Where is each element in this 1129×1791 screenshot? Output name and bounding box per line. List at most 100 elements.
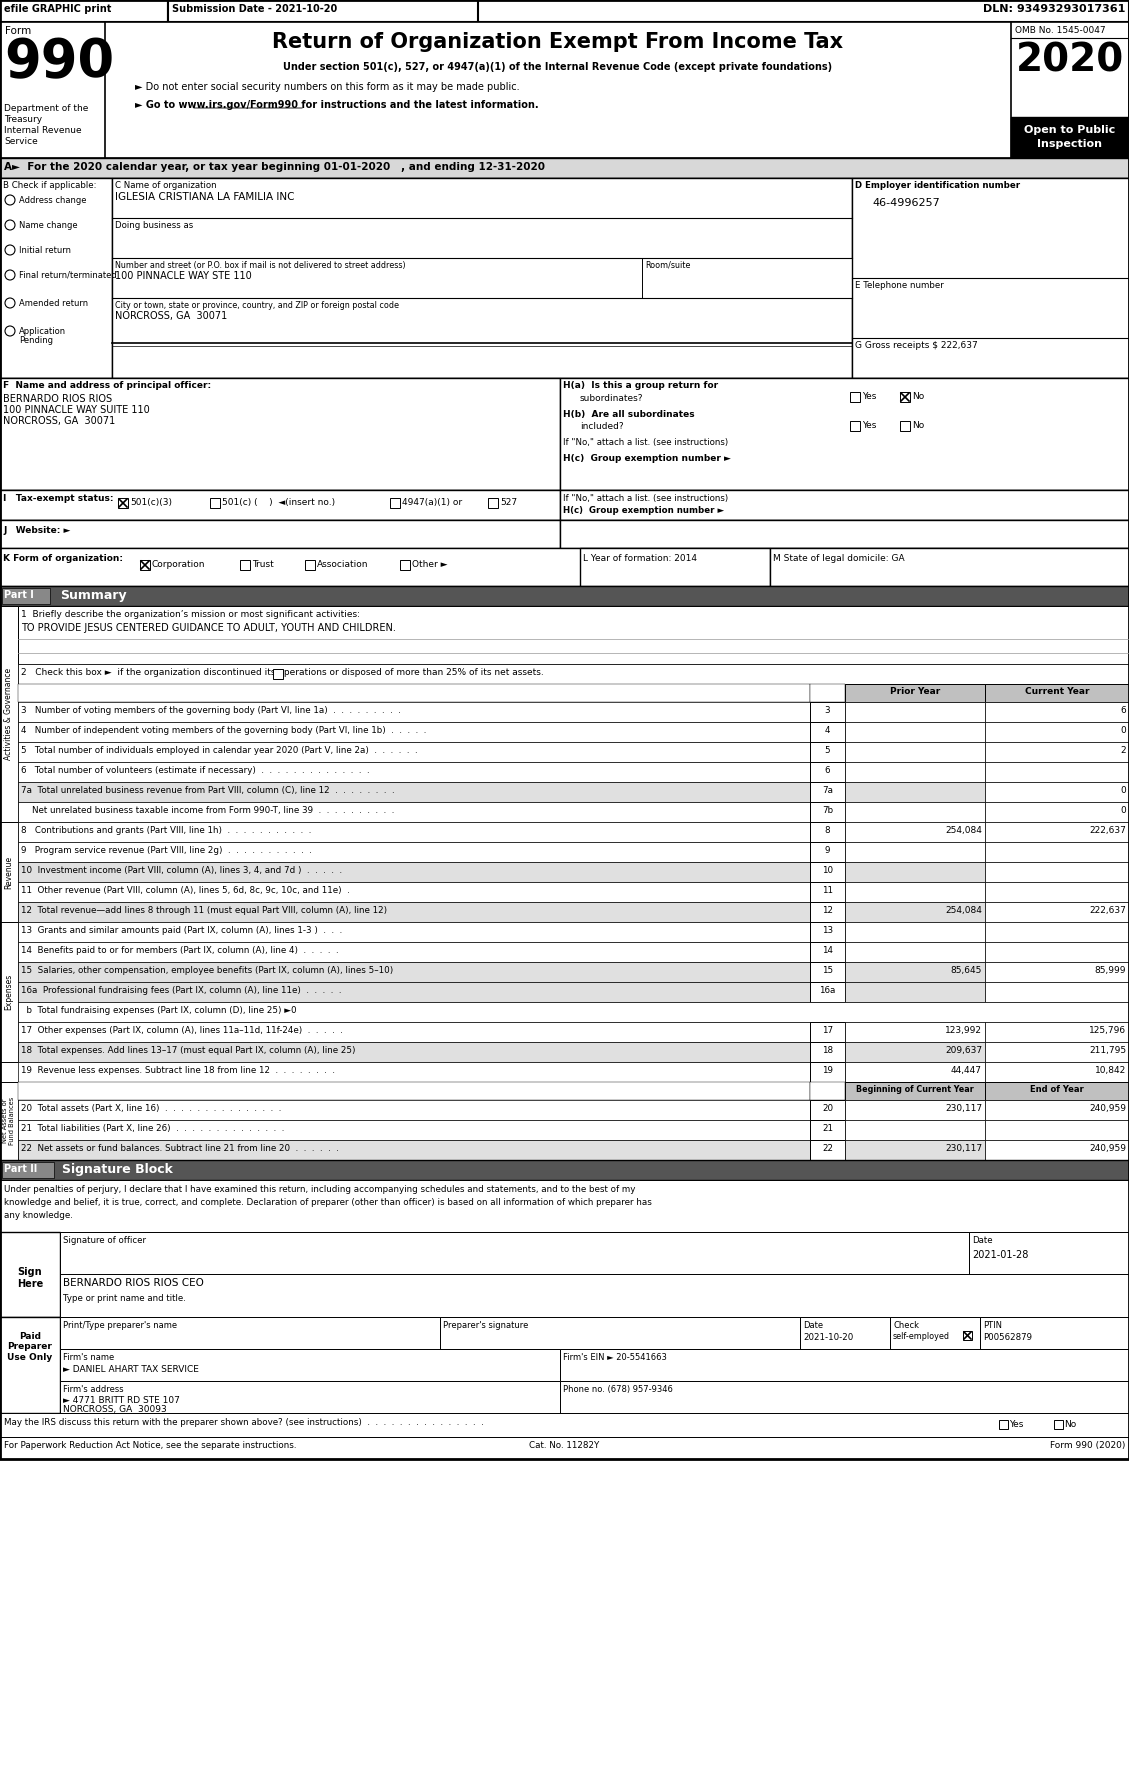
Bar (809, 881, 844, 903)
Bar (980, 1316, 1129, 1349)
Text: 7b: 7b (822, 806, 833, 815)
Bar (844, 861, 984, 881)
Bar (984, 684, 1129, 702)
Text: Date: Date (803, 1322, 823, 1331)
Text: 22  Net assets or fund balances. Subtract line 21 from line 20  .  .  .  .  .  .: 22 Net assets or fund balances. Subtract… (21, 1144, 339, 1153)
Bar (984, 1042, 1129, 1062)
Bar (140, 561, 150, 570)
Text: Submission Date - 2021-10-20: Submission Date - 2021-10-20 (172, 4, 338, 14)
Text: F  Name and address of principal officer:: F Name and address of principal officer: (3, 381, 211, 390)
Bar (18, 722, 809, 741)
Text: 18: 18 (822, 1046, 833, 1055)
Bar (642, 258, 852, 297)
Bar (984, 702, 1129, 722)
Bar (168, 0, 478, 21)
Bar (0, 177, 112, 378)
Text: Paid
Preparer
Use Only: Paid Preparer Use Only (8, 1333, 53, 1361)
Bar (984, 1062, 1129, 1082)
Bar (900, 392, 910, 401)
Text: 11  Other revenue (Part VIII, column (A), lines 5, 6d, 8c, 9c, 10c, and 11e)  .: 11 Other revenue (Part VIII, column (A),… (21, 887, 350, 896)
Text: Inspection: Inspection (1038, 140, 1103, 149)
Text: 9: 9 (825, 845, 830, 854)
Bar (0, 1232, 60, 1316)
Bar (0, 605, 18, 822)
Bar (984, 861, 1129, 881)
Text: 17  Other expenses (Part IX, column (A), lines 11a–11d, 11f-24e)  .  .  .  .  .: 17 Other expenses (Part IX, column (A), … (21, 1026, 343, 1035)
Text: Yes: Yes (863, 421, 876, 430)
Bar (2, 587, 50, 604)
Bar (844, 842, 984, 861)
Bar (844, 761, 984, 783)
Text: 8: 8 (824, 826, 830, 835)
Text: End of Year: End of Year (1030, 1085, 1084, 1094)
Text: 209,637: 209,637 (945, 1046, 982, 1055)
Bar (844, 722, 984, 741)
Text: Internal Revenue: Internal Revenue (5, 125, 81, 134)
Text: 8   Contributions and grants (Part VIII, line 1h)  .  .  .  .  .  .  .  .  .  . : 8 Contributions and grants (Part VIII, l… (21, 826, 312, 835)
Bar (809, 722, 844, 741)
Text: efile GRAPHIC print: efile GRAPHIC print (5, 4, 112, 14)
Text: Yes: Yes (863, 392, 876, 401)
Text: C Name of organization: C Name of organization (115, 181, 217, 190)
Text: For Paperwork Reduction Act Notice, see the separate instructions.: For Paperwork Reduction Act Notice, see … (5, 1442, 297, 1451)
Bar (844, 684, 984, 702)
Bar (809, 903, 844, 922)
Text: 12: 12 (822, 906, 833, 915)
Bar (18, 962, 809, 981)
Bar (560, 1349, 1129, 1381)
Bar (984, 981, 1129, 1001)
Bar (0, 378, 560, 491)
Bar (18, 881, 809, 903)
Bar (844, 702, 984, 722)
Bar (844, 1119, 984, 1141)
Text: 14  Benefits paid to or for members (Part IX, column (A), line 4)  .  .  .  .  .: 14 Benefits paid to or for members (Part… (21, 946, 339, 955)
Text: included?: included? (580, 423, 623, 432)
Text: NORCROSS, GA  30071: NORCROSS, GA 30071 (3, 416, 115, 426)
Bar (60, 1273, 1129, 1316)
Bar (0, 0, 1129, 1460)
Bar (844, 962, 984, 981)
Bar (844, 1082, 984, 1100)
Text: E Telephone number: E Telephone number (855, 281, 944, 290)
Text: Signature of officer: Signature of officer (63, 1236, 146, 1245)
Bar (809, 962, 844, 981)
Bar (770, 548, 1129, 586)
Text: Application: Application (19, 328, 67, 337)
Text: If "No," attach a list. (see instructions): If "No," attach a list. (see instruction… (563, 494, 728, 503)
Bar (984, 822, 1129, 842)
Bar (809, 783, 844, 802)
Text: 4: 4 (825, 725, 830, 734)
Bar (809, 1119, 844, 1141)
Bar (984, 1082, 1129, 1100)
Text: 0: 0 (1120, 725, 1126, 734)
Bar (2, 1162, 54, 1178)
Text: Treasury: Treasury (5, 115, 42, 124)
Text: No: No (912, 421, 925, 430)
Text: H(c)  Group exemption number ►: H(c) Group exemption number ► (563, 453, 730, 464)
Bar (984, 903, 1129, 922)
Bar (844, 1023, 984, 1042)
Bar (969, 1232, 1129, 1273)
Bar (400, 561, 410, 570)
Bar (580, 548, 770, 586)
Bar (984, 962, 1129, 981)
Text: May the IRS discuss this return with the preparer shown above? (see instructions: May the IRS discuss this return with the… (5, 1418, 483, 1427)
Bar (984, 1023, 1129, 1042)
Bar (0, 0, 1129, 21)
Text: H(a)  Is this a group return for: H(a) Is this a group return for (563, 381, 718, 390)
Bar (984, 802, 1129, 822)
Bar (850, 392, 860, 401)
Text: Firm's EIN ► 20-5541663: Firm's EIN ► 20-5541663 (563, 1352, 667, 1361)
Text: J   Website: ►: J Website: ► (3, 527, 70, 536)
Bar (18, 741, 809, 761)
Text: 123,992: 123,992 (945, 1026, 982, 1035)
Text: 1  Briefly describe the organization’s mission or most significant activities:: 1 Briefly describe the organization’s mi… (21, 611, 360, 620)
Bar (984, 942, 1129, 962)
Bar (560, 378, 1129, 491)
Text: 6   Total number of volunteers (estimate if necessary)  .  .  .  .  .  .  .  .  : 6 Total number of volunteers (estimate i… (21, 767, 369, 776)
Bar (0, 922, 18, 1062)
Bar (809, 822, 844, 842)
Text: 21: 21 (822, 1125, 833, 1134)
Text: 44,447: 44,447 (951, 1066, 982, 1075)
Text: 10: 10 (822, 867, 833, 876)
